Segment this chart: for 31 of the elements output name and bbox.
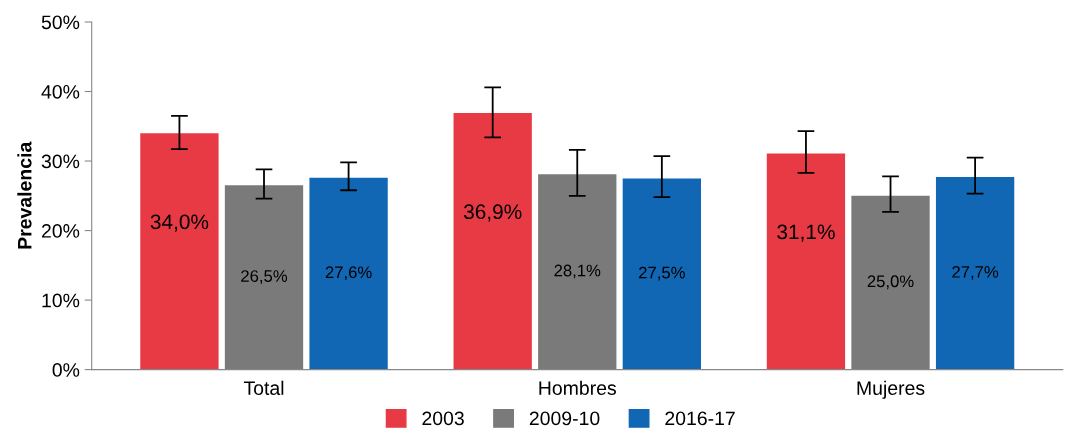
bar bbox=[140, 133, 219, 370]
data-label: 27,7% bbox=[952, 265, 999, 280]
bar bbox=[453, 113, 532, 370]
x-tick-label: Mujeres bbox=[857, 380, 925, 399]
bar bbox=[766, 153, 846, 370]
data-label: 28,1% bbox=[554, 264, 601, 279]
data-label: 36,9% bbox=[463, 204, 522, 222]
data-label: 34,0% bbox=[150, 214, 209, 232]
legend-label: 2003 bbox=[422, 411, 464, 426]
bar bbox=[309, 177, 388, 370]
y-tick-label: 30% bbox=[41, 154, 80, 169]
bar bbox=[935, 177, 1015, 370]
x-tick-label: Hombres bbox=[539, 380, 617, 395]
bar bbox=[224, 185, 304, 370]
data-label: 26,5% bbox=[241, 270, 288, 284]
data-label: 31,1% bbox=[777, 224, 835, 242]
data-label: 27,6% bbox=[325, 266, 372, 281]
data-label: 27,5% bbox=[639, 266, 685, 281]
y-tick-label: 20% bbox=[41, 224, 80, 238]
legend-label: 2009-10 bbox=[529, 411, 600, 426]
x-tick-label: Total bbox=[243, 380, 284, 395]
y-axis-title: Prevalencia bbox=[17, 141, 32, 249]
bar bbox=[622, 178, 701, 370]
y-tick-label: 10% bbox=[42, 293, 80, 308]
y-tick-label: 50% bbox=[41, 15, 80, 30]
legend-label: 2016-17 bbox=[665, 411, 735, 426]
y-tick-label: 40% bbox=[41, 84, 80, 99]
bar bbox=[851, 195, 930, 370]
data-label: 25,0% bbox=[867, 275, 914, 290]
bar bbox=[538, 174, 617, 370]
y-tick-label: 0% bbox=[52, 363, 80, 377]
